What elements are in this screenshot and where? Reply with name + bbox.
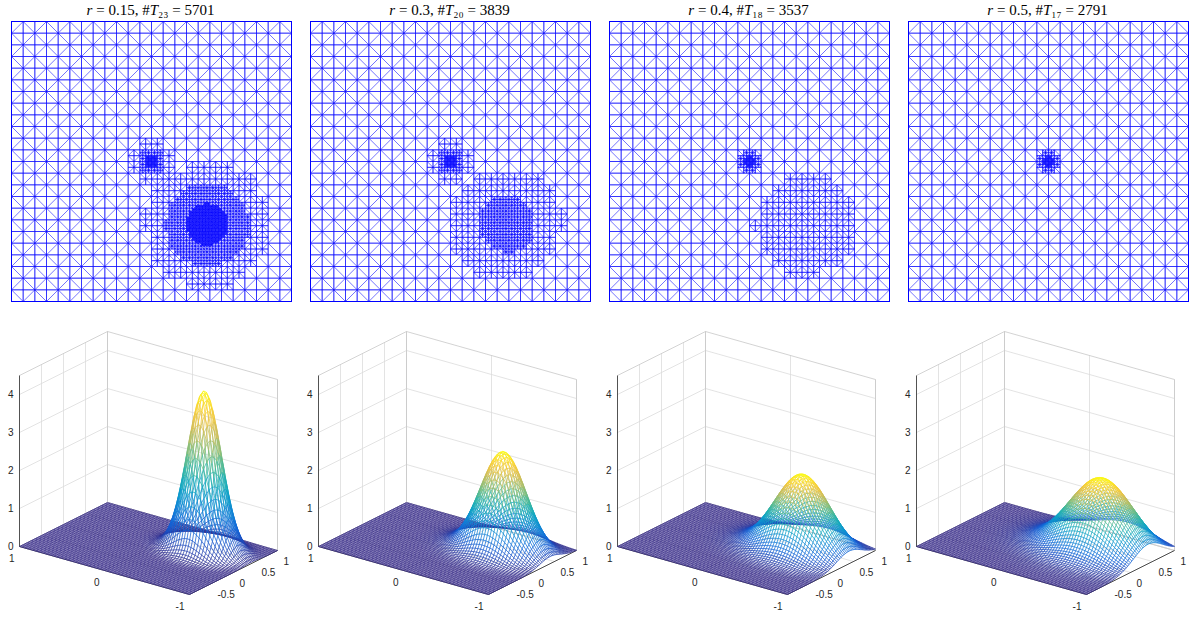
svg-text:1: 1	[307, 503, 313, 514]
svg-text:0: 0	[838, 578, 844, 589]
svg-text:-1: -1	[475, 601, 484, 612]
svg-text:0: 0	[240, 578, 246, 589]
svg-text:0: 0	[94, 577, 100, 588]
html-text:r = 0.15, # T ₂₃ = 5701: r = 0.15, # T ₂₃ = 5701	[86, 2, 215, 18]
svg-text:1: 1	[606, 503, 612, 514]
svg-text:1: 1	[284, 556, 290, 567]
svg-text:1: 1	[882, 556, 888, 567]
svg-text:-1: -1	[774, 601, 783, 612]
svg-text:0: 0	[539, 578, 545, 589]
svg-text:4: 4	[905, 389, 911, 400]
svg-text:0: 0	[8, 541, 14, 552]
svg-text:1: 1	[905, 503, 911, 514]
svg-text:-1: -1	[1073, 601, 1082, 612]
svg-text:0: 0	[692, 577, 698, 588]
svg-text:0: 0	[1137, 578, 1143, 589]
svg-text:2: 2	[8, 465, 14, 476]
svg-text:0.5: 0.5	[860, 567, 874, 578]
svg-text:1: 1	[607, 553, 613, 564]
svg-text:1: 1	[8, 503, 14, 514]
svg-text:0: 0	[307, 541, 313, 552]
html-text:r = 0.4, # T ₁₈ = 3537: r = 0.4, # T ₁₈ = 3537	[688, 2, 809, 18]
html-text:r = 0.3, # T ₂₀ = 3839: r = 0.3, # T ₂₀ = 3839	[389, 2, 510, 18]
svg-text:1: 1	[308, 553, 314, 564]
svg-text:2: 2	[606, 465, 612, 476]
svg-text:4: 4	[8, 389, 14, 400]
svg-text:1: 1	[1181, 556, 1187, 567]
svg-text:3: 3	[307, 427, 313, 438]
svg-text:-0.5: -0.5	[1115, 589, 1133, 600]
svg-text:0: 0	[991, 577, 997, 588]
svg-text:0.5: 0.5	[1159, 567, 1173, 578]
svg-text:-0.5: -0.5	[218, 589, 236, 600]
svg-text:1: 1	[583, 556, 589, 567]
svg-text:-0.5: -0.5	[517, 589, 535, 600]
svg-text:3: 3	[905, 427, 911, 438]
svg-text:0: 0	[393, 577, 399, 588]
svg-text:1: 1	[9, 553, 15, 564]
html-text:r = 0.5, # T ₁₇ = 2791: r = 0.5, # T ₁₇ = 2791	[987, 2, 1108, 18]
svg-text:1: 1	[906, 553, 912, 564]
svg-text:0.5: 0.5	[561, 567, 575, 578]
svg-text:-0.5: -0.5	[816, 589, 834, 600]
svg-text:4: 4	[606, 389, 612, 400]
svg-text:2: 2	[307, 465, 313, 476]
svg-text:3: 3	[606, 427, 612, 438]
svg-text:4: 4	[307, 389, 313, 400]
svg-text:0: 0	[905, 541, 911, 552]
svg-text:-1: -1	[176, 601, 185, 612]
svg-text:0.5: 0.5	[262, 567, 276, 578]
svg-text:3: 3	[8, 427, 14, 438]
svg-text:2: 2	[905, 465, 911, 476]
svg-text:0: 0	[606, 541, 612, 552]
